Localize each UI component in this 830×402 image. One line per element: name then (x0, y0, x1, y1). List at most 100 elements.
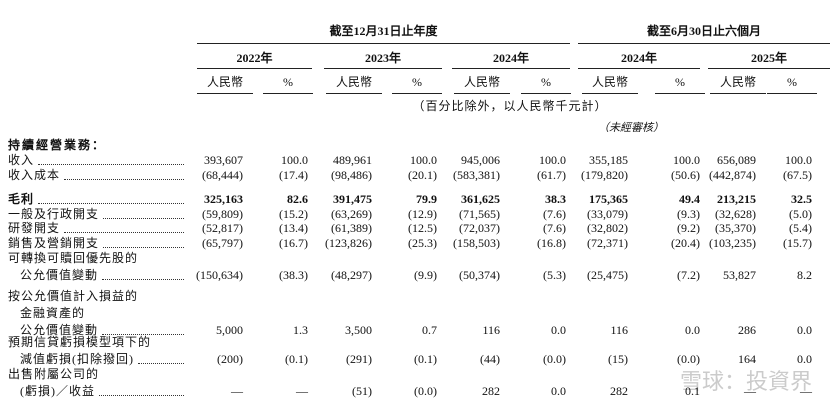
cell-value: 175,365 (589, 192, 628, 206)
row-label: 銷售及營銷開支 (8, 236, 100, 250)
cell-value: (442,874) (709, 168, 756, 182)
cell-value: (25,475) (587, 268, 628, 282)
cell-value: (12.9) (408, 207, 437, 221)
cell-value: (583,381) (453, 168, 500, 182)
cell-value: (7.2) (677, 268, 700, 282)
cell-value: (291) (346, 352, 372, 366)
cell-value: (38.3) (279, 268, 308, 282)
cell-value: 945,006 (461, 153, 500, 167)
unit-label: % (787, 75, 797, 89)
cell-value: 391,475 (333, 192, 372, 206)
cell-value: (13.4) (279, 221, 308, 235)
cell-value: 393,607 (204, 153, 243, 167)
row-label: 毛利 (8, 192, 35, 206)
cell-value: (35,370) (715, 221, 756, 235)
cell-value: — (800, 384, 812, 398)
cell-value: (0.0) (677, 352, 700, 366)
year-header: 2022年 (236, 51, 273, 65)
cell-value: (72,037) (459, 221, 500, 235)
cell-value: 355,185 (589, 153, 628, 167)
cell-value: 361,625 (461, 192, 500, 206)
year-header: 2025年 (750, 51, 787, 65)
cell-value: (33,079) (587, 207, 628, 221)
cell-value: 325,163 (204, 192, 243, 206)
rule (392, 93, 442, 94)
leader (103, 218, 184, 219)
leader (102, 279, 184, 280)
cell-value: 282 (610, 384, 628, 398)
cell-value: 282 (482, 384, 500, 398)
cell-value: 53,827 (723, 268, 756, 282)
cell-value: (9.9) (414, 268, 437, 282)
cell-value: — (296, 384, 308, 398)
cell-value: (68,444) (202, 168, 243, 182)
cell-value: (7.6) (543, 221, 566, 235)
cell-value: (25.3) (408, 236, 437, 250)
cell-value: 1.3 (293, 323, 308, 337)
cell-value: (50.6) (671, 168, 700, 182)
cell-value: (52,817) (202, 221, 243, 235)
group-title: 截至12月31日止年度 (329, 24, 438, 38)
cell-value: (200) (217, 352, 243, 366)
leader (64, 232, 184, 233)
cell-value: 0.7 (422, 323, 437, 337)
cell-value: (5.3) (543, 268, 566, 282)
rule (197, 68, 312, 69)
cell-value: — (744, 384, 756, 398)
cell-value: 5,000 (216, 323, 243, 337)
cell-value: (5.4) (789, 221, 812, 235)
unit-label: 人民幣 (206, 75, 243, 89)
rule (767, 93, 817, 94)
unit-label: % (541, 75, 551, 89)
row-label: 收入 (8, 153, 35, 167)
cell-value: (32,802) (587, 221, 628, 235)
leader (102, 334, 184, 335)
cell-value: (179,820) (581, 168, 628, 182)
year-header: 2024年 (620, 51, 657, 65)
rule (197, 93, 253, 94)
cell-value: (0.0) (414, 384, 437, 398)
row-label: 金融資產的 (20, 306, 86, 320)
cell-value: (0.1) (414, 352, 437, 366)
unit-label: % (675, 75, 685, 89)
cell-value: 49.4 (679, 192, 700, 206)
rule (454, 93, 510, 94)
cell-value: (65,797) (202, 236, 243, 250)
row-label: 公允價值變動 (20, 268, 99, 282)
cell-value: (20.1) (408, 168, 437, 182)
cell-value: (61.7) (537, 168, 566, 182)
rule (582, 93, 638, 94)
unit-note: （百分比除外，以人民幣千元計） (412, 99, 608, 113)
cell-value: 213,215 (717, 192, 756, 206)
cell-value: 100.0 (673, 153, 700, 167)
cell-value: 0.0 (797, 352, 812, 366)
cell-value: 0.0 (551, 323, 566, 337)
cell-value: (5.0) (789, 207, 812, 221)
leader (64, 179, 184, 180)
leader (99, 395, 184, 396)
rule (326, 93, 382, 94)
cell-value: (9.2) (677, 221, 700, 235)
rule (324, 68, 442, 69)
cell-value: 0.0 (685, 323, 700, 337)
unit-label: 人民幣 (591, 75, 628, 89)
leader (138, 363, 184, 364)
cell-value: (15.2) (279, 207, 308, 221)
cell-value: 100.0 (785, 153, 812, 167)
cell-value: (103,235) (709, 236, 756, 250)
unit-label: 人民幣 (463, 75, 500, 89)
cell-value: 38.3 (545, 192, 566, 206)
cell-value: (44) (480, 352, 500, 366)
cell-value: 100.0 (539, 153, 566, 167)
rule (578, 43, 830, 44)
cell-value: 656,089 (717, 153, 756, 167)
group-title: 截至6月30日止六個月 (646, 24, 761, 38)
rule (655, 93, 705, 94)
cell-value: (15) (608, 352, 628, 366)
cell-value: 0.0 (797, 323, 812, 337)
cell-value: (51) (352, 384, 372, 398)
rule (710, 93, 766, 94)
section-title: 持續經營業務： (8, 138, 107, 152)
cell-value: 116 (610, 323, 628, 337)
cell-value: — (231, 384, 243, 398)
